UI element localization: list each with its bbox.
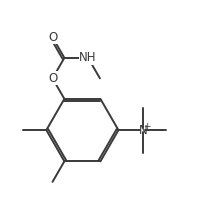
Text: N: N (139, 124, 148, 137)
Text: O: O (48, 72, 57, 85)
Text: +: + (143, 122, 151, 131)
Text: O: O (48, 31, 57, 44)
Text: NH: NH (79, 51, 97, 64)
